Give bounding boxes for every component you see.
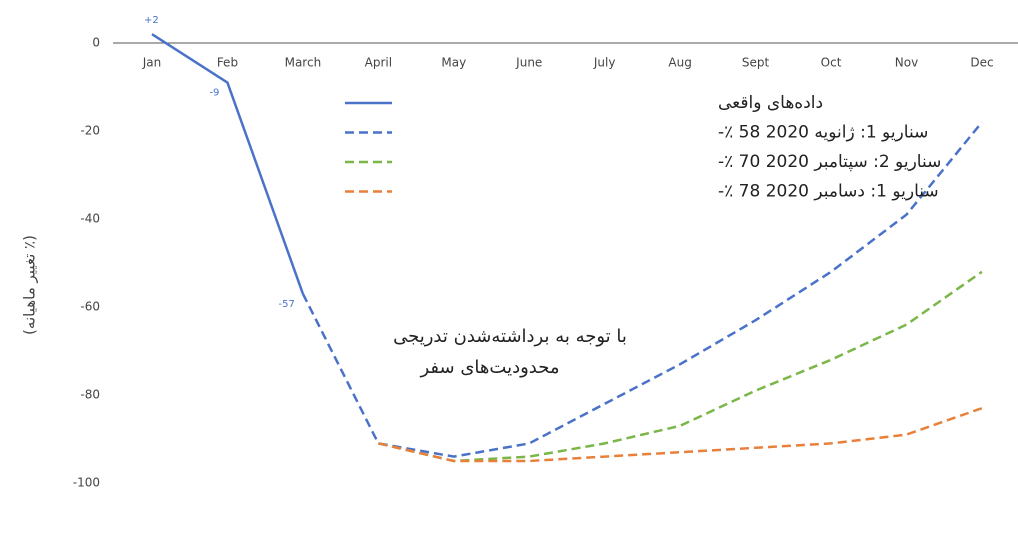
y-tick-label: -80 [80,388,100,402]
x-tick-label: June [515,56,542,70]
data-label: +2 [144,15,159,26]
x-tick-label: May [441,56,466,70]
x-tick-label: Aug [668,56,691,70]
y-tick-label: -40 [80,212,100,226]
legend-label: سناریو 1: ژانویه 2020 58 ٪- [718,123,928,143]
y-tick-label: -100 [73,476,100,490]
legend-label: سناریو 2: سپتامبر 2020 70 ٪- [718,152,941,172]
legend-label: داده‌های واقعی [718,93,823,113]
series-line [151,33,305,295]
x-tick-label: July [593,56,616,70]
x-tick-label: Dec [970,56,993,70]
data-label: -57 [279,299,295,310]
y-tick-label: 0 [92,36,100,50]
x-tick-label: Feb [217,56,238,70]
x-tick-label: Sept [742,56,770,70]
annotation: محدودیت‌های سفر [419,357,559,378]
y-axis-label: (٪ تغییر ماهیانه) [21,235,39,335]
x-tick-label: Jan [142,56,162,70]
legend-label: سناریو 1: دسامبر 2020 78 ٪- [718,182,939,202]
x-tick-label: Nov [895,56,918,70]
y-tick-label: -60 [80,300,100,314]
x-tick-label: April [365,56,392,70]
series-line [378,407,983,463]
series-line [378,270,983,463]
data-label: -9 [209,88,219,99]
y-tick-label: -20 [80,124,100,138]
x-tick-label: March [285,56,322,70]
annotation: با توجه به برداشته‌شدن تدریجی [393,326,627,347]
x-tick-label: Oct [821,56,842,70]
series-line [301,121,983,458]
